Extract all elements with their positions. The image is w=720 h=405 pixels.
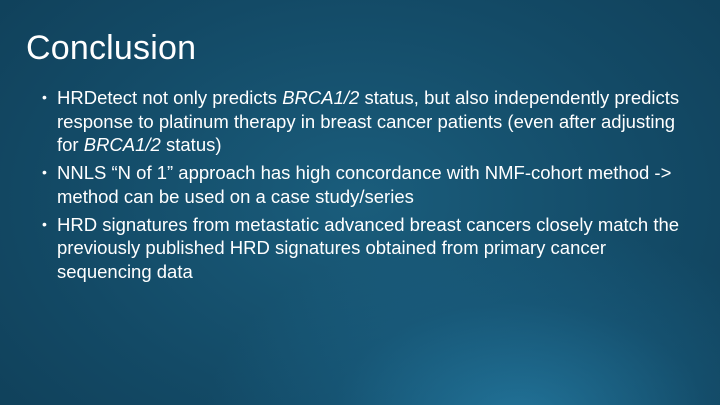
bullet-item: • NNLS “N of 1” approach has high concor… [40,161,680,208]
bullet-text-part: status, but also independently predicts … [57,87,680,155]
bullet-icon: • [42,215,47,232]
slide-title: Conclusion [26,29,197,67]
bullet-list: • HRDetect not only predicts BRCA1/2 sta… [40,86,680,288]
bullet-icon: • [42,164,47,180]
bullet-text-italic: BRCA1/2 [83,134,161,155]
bullet-text-part: HRDetect not only predicts [57,87,283,108]
bullet-text-part: status) [160,134,222,155]
bullet-text-part: HRD signatures from metastatic advanced … [57,213,680,282]
bullet-text-italic: BRCA1/2 [282,87,360,108]
bullet-icon: • [42,89,47,105]
bullet-item: • HRDetect not only predicts BRCA1/2 sta… [40,86,680,157]
bullet-text-part: NNLS “N of 1” approach has high concorda… [57,162,672,207]
bullet-item: • HRD signatures from metastatic advance… [40,213,680,284]
